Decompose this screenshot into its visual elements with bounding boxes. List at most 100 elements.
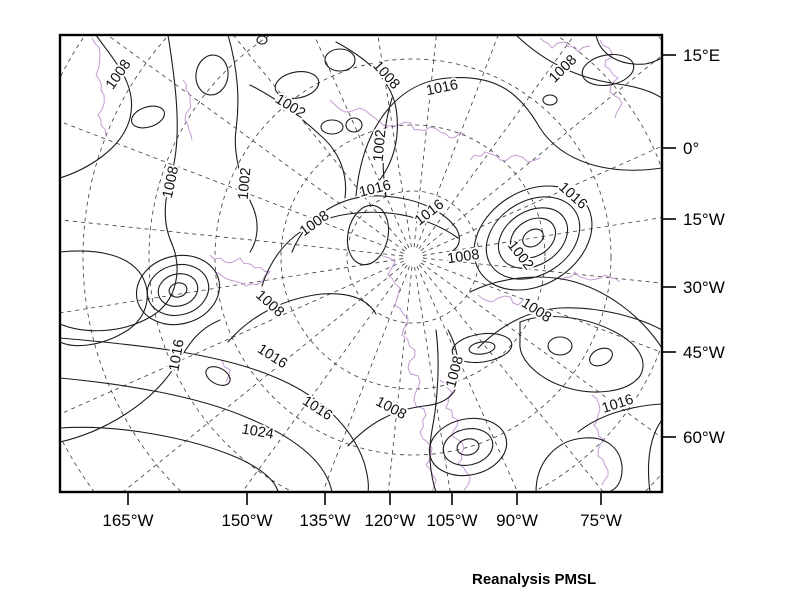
graticule-meridian	[60, 260, 405, 415]
graticule-meridian	[420, 262, 662, 439]
contour-path	[60, 250, 148, 347]
coastline-path	[221, 359, 231, 383]
contour-path	[60, 337, 369, 492]
contour-ellipse	[442, 428, 494, 466]
contour-value-label: 1002	[236, 167, 255, 201]
contour-ellipse	[451, 332, 513, 364]
right-axis-tick-label: 0°	[683, 139, 699, 158]
graticule-meridian	[418, 35, 575, 250]
contour-path	[477, 307, 662, 349]
bottom-axis-tick-label: 150°W	[221, 511, 272, 530]
right-axis-tick-label: 15°E	[683, 46, 720, 65]
coastline-layer	[91, 37, 623, 492]
map-border	[58, 33, 664, 494]
contour-value-label: 1008	[518, 295, 554, 326]
contour-ellipse	[274, 71, 320, 99]
coastline-path	[182, 79, 193, 141]
contour-ellipse	[168, 282, 188, 298]
graticule-meridian	[422, 217, 662, 256]
axes-layer: 15°E 0° 15°W 30°W 45°W 60°W 165°W 150°W 135°W 120…	[58, 33, 725, 530]
contour-path	[227, 35, 258, 253]
bottom-axis-tick-label: 105°W	[426, 511, 477, 530]
contour-ellipse	[589, 347, 613, 367]
contour-path	[60, 35, 133, 179]
coastline-path	[599, 39, 623, 119]
graticule-meridian	[60, 219, 404, 257]
contour-ellipse	[428, 417, 508, 477]
contour-path	[577, 403, 662, 433]
coastline-path	[539, 37, 591, 53]
contour-ellipse	[522, 228, 544, 248]
right-axis-tick-label: 45°W	[683, 343, 725, 362]
contour-path	[335, 41, 398, 183]
coastline-path	[559, 271, 621, 283]
contour-ellipse	[324, 48, 356, 72]
contour-ellipse	[320, 119, 344, 135]
contour-ellipse	[473, 185, 593, 291]
contour-path	[249, 84, 347, 199]
right-axis-tick-label: 60°W	[683, 428, 725, 447]
contour-ellipse	[509, 217, 557, 259]
contour-ellipse	[146, 264, 210, 316]
contour-value-label: 1008	[546, 52, 580, 86]
contour-value-label: 1002	[272, 91, 308, 122]
contour-value-label: 1002	[371, 129, 390, 163]
right-axis-tick-label: 30°W	[683, 278, 725, 297]
contour-path	[519, 315, 644, 393]
contour-path	[647, 419, 662, 492]
contour-value-label: 1024	[240, 421, 275, 442]
contour-value-label: 1016	[299, 393, 335, 424]
contour-value-label: 1016	[600, 392, 636, 417]
contour-ellipse	[205, 366, 231, 386]
coastline-path	[439, 379, 471, 491]
graticule-meridian	[60, 121, 404, 254]
contour-path	[515, 35, 662, 99]
contour-path	[535, 437, 623, 492]
graticule-meridian	[414, 266, 451, 492]
contour-path	[60, 377, 333, 492]
contour-ellipse	[456, 438, 480, 456]
bottom-axis-tick-label: 75°W	[580, 511, 622, 530]
contour-layer	[60, 35, 662, 492]
graticule-meridian	[418, 264, 604, 492]
contour-value-label: 1008	[446, 247, 480, 267]
graticule-meridian	[420, 54, 662, 252]
contour-value-label: 1008	[443, 354, 467, 389]
contour-value-label: 1016	[166, 338, 187, 373]
bottom-axis-tick-label: 90°W	[496, 511, 538, 530]
contour-ellipse	[346, 204, 390, 266]
right-axis-tick-label: 15°W	[683, 210, 725, 229]
graticule-meridian	[313, 35, 410, 249]
graticule-meridian	[122, 262, 406, 492]
coastline-path	[379, 254, 437, 492]
graticule-meridian	[322, 266, 410, 492]
contour-value-label: 1016	[254, 341, 290, 372]
graticule-meridian	[232, 35, 408, 250]
contour-ellipse	[157, 273, 199, 307]
bottom-axis-tick-label: 120°W	[364, 511, 415, 530]
graticule-parallel	[346, 190, 480, 324]
coastline-path	[591, 394, 609, 486]
contour-path	[355, 76, 662, 197]
contour-value-label: 1008	[103, 57, 135, 93]
graticule-meridian	[422, 257, 662, 284]
contour-value-label: 1008	[160, 165, 182, 200]
contour-path	[261, 211, 459, 287]
contour-path	[60, 426, 279, 492]
coastline-path	[281, 91, 289, 113]
graticule-meridian	[60, 258, 404, 314]
contour-value-label: 1016	[412, 197, 447, 229]
graticule-meridian	[416, 35, 499, 248]
contour-path	[595, 35, 662, 65]
coastline-path	[469, 151, 541, 163]
graticule-meridian	[422, 260, 662, 354]
contour-ellipse	[468, 341, 496, 355]
graticule-meridian	[377, 35, 412, 248]
graticule-meridian	[416, 265, 519, 492]
contour-ellipse	[485, 196, 581, 280]
contour-ellipse	[130, 105, 166, 129]
graticule-meridian	[387, 266, 413, 492]
